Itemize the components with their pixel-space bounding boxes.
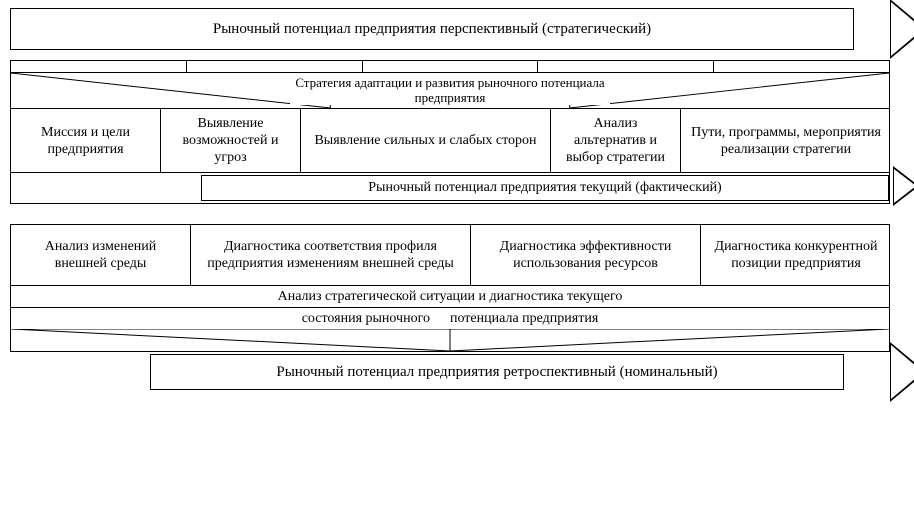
block1-cell: Выявление сильных и слабых сторон xyxy=(301,109,551,172)
top-arrow-head xyxy=(890,0,914,59)
bottom-arrow-head xyxy=(890,342,914,402)
block2-caption-line2-left: состояния рыночного xyxy=(302,310,430,327)
block2-cell: Диагностика эффективности использования … xyxy=(471,225,701,285)
block2-cells: Анализ изменений внешней средыДиагностик… xyxy=(11,225,889,286)
bottom-arrow: Рыночный потенциал предприятия ретроспек… xyxy=(150,354,890,390)
block-1: Стратегия адаптации и развития рыночного… xyxy=(10,60,890,204)
block1-trapezoid: Стратегия адаптации и развития рыночного… xyxy=(11,73,889,109)
mid-arrow-label: Рыночный потенциал предприятия текущий (… xyxy=(368,180,721,196)
block2-cell: Диагностика конкурентной позиции предпри… xyxy=(701,225,891,285)
block1-strategy-label: Стратегия адаптации и развития рыночного… xyxy=(290,73,610,105)
block1-cell: Выявление возможностей и угроз xyxy=(161,109,301,172)
bottom-arrow-label: Рыночный потенциал предприятия ретроспек… xyxy=(276,364,717,381)
block1-mid-arrow-wrap: Рыночный потенциал предприятия текущий (… xyxy=(11,173,889,203)
top-arrow-body: Рыночный потенциал предприятия перспекти… xyxy=(10,8,854,50)
top-arrow-label: Рыночный потенциал предприятия перспекти… xyxy=(213,21,651,38)
block1-cell: Анализ альтернатив и выбор стратегии xyxy=(551,109,681,172)
block2-caption-line2: состояния рыночного потенциала предприят… xyxy=(11,308,889,329)
block2-cell: Анализ изменений внешней среды xyxy=(11,225,191,285)
bottom-arrow-body: Рыночный потенциал предприятия ретроспек… xyxy=(150,354,844,390)
mid-arrow-head xyxy=(893,166,914,206)
block1-top-thin-row xyxy=(11,61,889,73)
top-arrow: Рыночный потенциал предприятия перспекти… xyxy=(10,8,890,50)
block2-caption-line2-right: потенциала предприятия xyxy=(450,310,598,327)
block2-caption-line1: Анализ стратегической ситуации и диагнос… xyxy=(11,286,889,308)
block1-cells: Миссия и цели предприятияВыявление возмо… xyxy=(11,109,889,173)
block2-inverted-trapezoid xyxy=(11,329,889,351)
mid-arrow-body: Рыночный потенциал предприятия текущий (… xyxy=(201,175,889,201)
block-2: Анализ изменений внешней средыДиагностик… xyxy=(10,224,890,352)
block2-cell: Диагностика соответствия профиля предпри… xyxy=(191,225,471,285)
block1-cell: Миссия и цели предприятия xyxy=(11,109,161,172)
block1-cell: Пути, программы, мероприятия реализации … xyxy=(681,109,891,172)
